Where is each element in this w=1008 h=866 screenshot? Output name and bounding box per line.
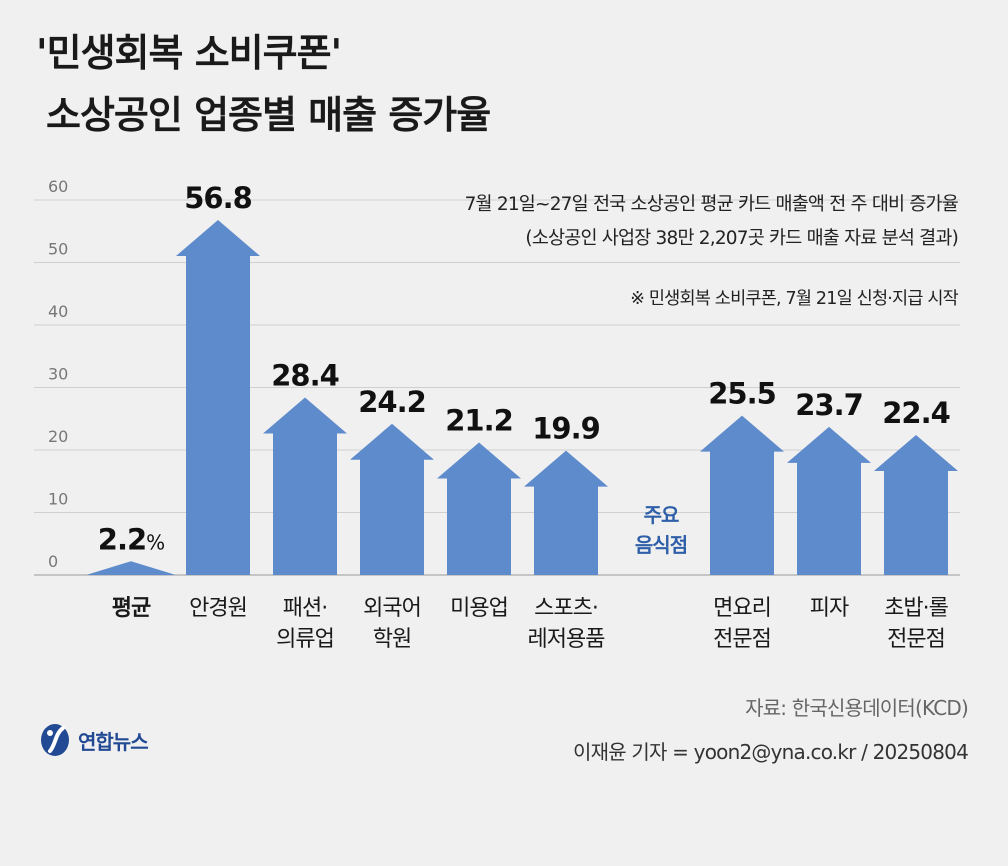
bar-arrow [263,397,347,575]
chart-subtitle-line2: (소상공인 사업장 38만 2,207곳 카드 매출 자료 분석 결과) [525,228,958,249]
chart-title-line1: '민생회복 소비쿠폰' [36,31,342,75]
y-tick-label: 60 [48,177,68,196]
yonhap-logo-text: 연합뉴스 [78,729,149,754]
data-label: 21.2 [445,404,513,438]
bar-arrow [350,423,434,575]
y-tick-label: 10 [48,490,68,509]
chart-footnote: ※ 민생회복 소비쿠폰, 7월 21일 신청·지급 시작 [630,289,959,309]
bar-arrow [700,415,784,575]
y-tick-label: 40 [48,302,68,321]
bar-arrow [874,435,958,575]
x-tick-label: 안경원 [189,596,247,621]
data-label: 23.7 [795,388,863,422]
x-tick-label: 의류업 [276,627,334,652]
x-tick-label: 전문점 [887,627,945,652]
x-tick-label: 피자 [810,596,849,621]
data-label: 19.9 [532,412,600,446]
data-label: 24.2 [358,385,426,419]
x-tick-label: 면요리 [713,596,771,621]
group-label: 음식점 [635,533,687,557]
source-credit: 자료: 한국신용데이터(KCD) [745,696,969,720]
bar-arrow [86,561,176,575]
x-tick-label: 전문점 [713,627,771,652]
bar-arrow [787,426,871,575]
x-tick-label: 외국어 [363,596,421,621]
data-label: 25.5 [708,377,776,411]
x-tick-label: 스포츠· [534,596,598,621]
x-tick-label: 레저용품 [528,627,606,652]
y-tick-label: 30 [48,365,68,384]
y-tick-label: 50 [48,240,68,259]
bar-arrow [524,450,608,575]
data-label-unit: % [146,530,164,554]
x-tick-label: 미용업 [450,596,508,621]
bar-arrow [176,220,260,575]
x-tick-label: 초밥·롤 [884,596,948,621]
group-label: 주요 [644,503,679,527]
chart-subtitle-line1: 7월 21일~27일 전국 소상공인 평균 카드 매출액 전 주 대비 증가율 [464,194,959,215]
data-label: 56.8 [184,181,252,215]
bar-arrow [437,442,521,575]
reporter-byline: 이재윤 기자 = yoon2@yna.co.kr / 20250804 [573,740,969,764]
data-label: 22.4 [882,396,950,430]
x-tick-label: 패션· [283,596,327,621]
chart-title-line2: 소상공인 업종별 매출 증가율 [46,93,491,137]
data-label: 2.2% [98,522,164,556]
yonhap-logo-icon [41,724,69,756]
yonhap-logo: 연합뉴스 [38,722,149,758]
y-tick-label: 20 [48,427,68,446]
data-label: 28.4 [271,359,339,393]
y-tick-label: 0 [48,552,58,571]
x-tick-label: 평균 [112,596,151,621]
x-tick-label: 학원 [373,627,411,652]
